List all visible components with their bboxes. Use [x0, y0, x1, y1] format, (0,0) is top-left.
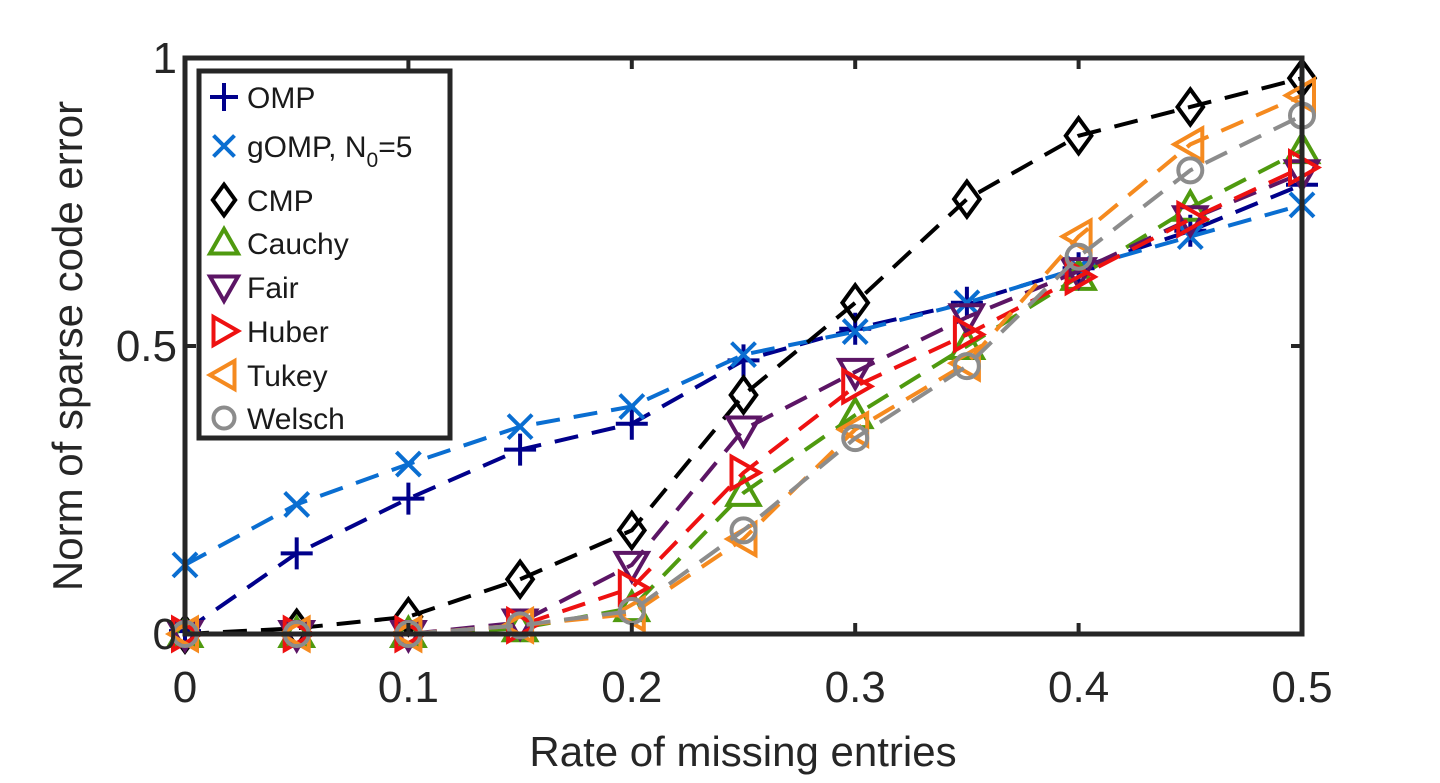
legend-label: CMP: [247, 185, 314, 218]
data-point: [952, 315, 987, 354]
data-point: [729, 516, 758, 545]
axis-tick-labels: 0 0.1 0.2 0.3 0.4 0.5 0 0.5 1: [116, 34, 1333, 712]
y-tick-label: 0.5: [116, 322, 177, 371]
x-tick-label: 0: [173, 663, 197, 712]
plot-lines: [164, 57, 1323, 656]
x-tick-label: 0.3: [825, 663, 886, 712]
legend-item: Fair: [206, 272, 299, 306]
legend-item: gOMP, N0=5: [212, 131, 412, 172]
data-point: [947, 325, 987, 360]
y-tick-label: 0: [153, 610, 177, 659]
data-point: [841, 318, 869, 346]
data-point: [953, 289, 981, 317]
series-line: [184, 202, 1303, 567]
data-point: [283, 490, 311, 518]
data-point: [1176, 156, 1205, 185]
legend-label: Cauchy: [247, 228, 349, 261]
legend-marker: [206, 274, 242, 306]
data-point: [1063, 114, 1094, 157]
legend-item: Welsch: [211, 403, 345, 436]
x-tick-label: 0.4: [1048, 663, 1109, 712]
legend-label: Fair: [247, 272, 299, 305]
legend: OMP gOMP, N0=5 CMP Cauchy Fair Huber Tukey Wels…: [196, 68, 453, 441]
legend-label: gOMP, N0=5: [247, 131, 412, 172]
data-point: [841, 366, 876, 406]
x-tick-label: 0.2: [601, 663, 662, 712]
data-point: [616, 509, 648, 552]
data-point: [617, 568, 652, 608]
series-line: [185, 113, 1303, 636]
data-point: [1176, 199, 1211, 239]
series-line: [185, 148, 1303, 636]
data-point: [952, 352, 981, 381]
data-point: [394, 450, 422, 478]
data-point: [612, 550, 652, 585]
series-line: [185, 165, 1303, 636]
data-point: [615, 407, 648, 440]
legend-marker: [206, 224, 242, 256]
data-point: [1175, 85, 1206, 128]
legend-marker: [210, 181, 238, 219]
data-point: [724, 415, 763, 450]
legend-label: Tukey: [247, 360, 328, 393]
legend-label: OMP: [247, 82, 315, 115]
data-point: [730, 341, 757, 369]
legend-item: Tukey: [205, 357, 328, 393]
legend-label: Huber: [247, 316, 329, 349]
data-point: [729, 453, 764, 493]
x-tick-label: 0.5: [1271, 663, 1332, 712]
x-axis-label: Rate of missing entries: [529, 728, 956, 775]
legend-item: Cauchy: [206, 224, 349, 261]
data-point: [951, 178, 983, 221]
legend-item: OMP: [210, 82, 315, 115]
legend-marker: [205, 357, 237, 393]
legend-marker: [211, 405, 237, 431]
series-line: [185, 171, 1303, 636]
data-point: [506, 413, 534, 441]
data-point: [392, 482, 425, 515]
data-point: [280, 537, 313, 570]
legend-item: Huber: [211, 313, 329, 349]
x-tick-label: 0.1: [378, 663, 439, 712]
data-point: [617, 596, 646, 625]
legend-item: CMP: [210, 181, 314, 219]
axis-ticks: [183, 56, 1304, 636]
legend-marker: [212, 134, 236, 158]
data-point: [839, 281, 871, 324]
data-point: [728, 373, 759, 416]
data-point: [504, 558, 536, 601]
y-tick-label: 1: [153, 34, 177, 83]
legend-label: Welsch: [247, 403, 345, 436]
data-point: [1064, 242, 1093, 271]
data-point: [1170, 124, 1205, 164]
data-point: [841, 424, 870, 453]
y-axis-label: Norm of sparse code error: [44, 101, 91, 591]
data-point: [618, 393, 646, 420]
data-point: [504, 433, 537, 466]
data-point: [506, 611, 535, 640]
series-line: [185, 93, 1303, 636]
data-point: [724, 472, 763, 507]
series-line: [184, 76, 1303, 636]
legend-marker: [211, 313, 243, 349]
legend-marker: [210, 83, 238, 111]
